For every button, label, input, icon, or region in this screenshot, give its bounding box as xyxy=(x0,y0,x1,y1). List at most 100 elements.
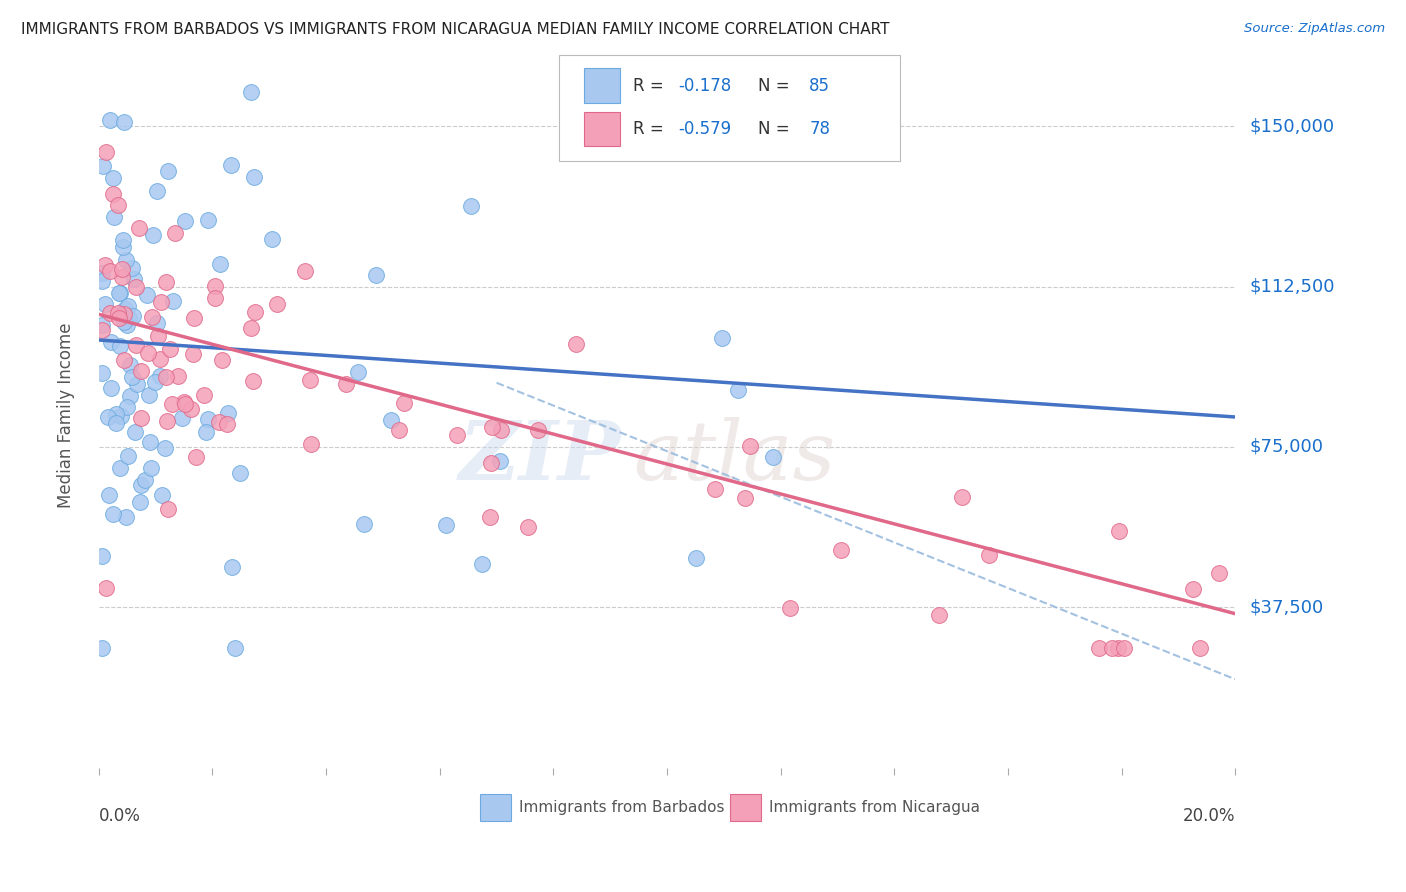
Point xyxy=(186,450,208,465)
Point xyxy=(170,411,193,425)
Point xyxy=(108,339,131,353)
Point xyxy=(122,272,145,286)
Point xyxy=(239,321,262,335)
Text: $150,000: $150,000 xyxy=(1250,117,1334,136)
Point xyxy=(108,461,131,475)
Point xyxy=(103,210,125,224)
Bar xyxy=(730,794,762,821)
Point xyxy=(149,368,172,383)
Point xyxy=(149,295,172,310)
Point xyxy=(110,409,132,424)
Point xyxy=(703,482,725,496)
Point xyxy=(114,301,136,316)
Point xyxy=(129,411,152,425)
Point xyxy=(294,264,316,278)
Point xyxy=(104,407,127,421)
Point xyxy=(128,221,150,235)
Y-axis label: Median Family Income: Median Family Income xyxy=(58,322,75,508)
Point xyxy=(141,310,163,325)
Point xyxy=(762,450,785,464)
Point xyxy=(471,557,494,571)
Point xyxy=(146,328,169,343)
Point xyxy=(1101,640,1123,655)
Point xyxy=(478,509,501,524)
Point xyxy=(734,491,756,505)
Point xyxy=(91,159,114,173)
Point xyxy=(229,467,252,481)
Point xyxy=(197,412,219,426)
Point xyxy=(163,227,186,241)
Point xyxy=(145,184,167,198)
Point xyxy=(262,232,284,246)
Point xyxy=(100,381,122,395)
Point xyxy=(173,394,195,409)
Point xyxy=(98,264,121,278)
Point xyxy=(142,227,165,242)
Point xyxy=(107,306,129,320)
Point xyxy=(91,266,114,280)
FancyBboxPatch shape xyxy=(560,55,900,161)
Point xyxy=(138,388,160,402)
Point xyxy=(117,449,139,463)
Point xyxy=(115,510,138,524)
Point xyxy=(101,171,124,186)
Point xyxy=(111,269,134,284)
Point xyxy=(392,395,415,409)
Point xyxy=(125,280,148,294)
Point xyxy=(446,428,468,442)
Point xyxy=(527,423,550,437)
Point xyxy=(183,310,205,325)
Point xyxy=(565,337,588,351)
Text: 20.0%: 20.0% xyxy=(1182,806,1236,824)
Text: 85: 85 xyxy=(810,77,830,95)
Point xyxy=(121,309,143,323)
Point xyxy=(1181,582,1204,596)
Point xyxy=(240,85,263,99)
Text: Source: ZipAtlas.com: Source: ZipAtlas.com xyxy=(1244,22,1385,36)
Text: IMMIGRANTS FROM BARBADOS VS IMMIGRANTS FROM NICARAGUA MEDIAN FAMILY INCOME CORRE: IMMIGRANTS FROM BARBADOS VS IMMIGRANTS F… xyxy=(21,22,890,37)
Bar xyxy=(583,69,620,103)
Point xyxy=(117,299,139,313)
Point xyxy=(108,285,131,300)
Point xyxy=(434,517,457,532)
Point xyxy=(299,437,322,451)
Point xyxy=(299,372,322,386)
Point xyxy=(98,113,121,128)
Point xyxy=(104,417,127,431)
Point xyxy=(155,415,177,429)
Point xyxy=(207,416,229,430)
Point xyxy=(928,607,950,622)
Point xyxy=(727,384,749,398)
Point xyxy=(710,331,733,345)
Point xyxy=(98,306,121,320)
Point xyxy=(1087,640,1109,655)
Point xyxy=(120,389,142,403)
Point xyxy=(136,346,159,360)
Point xyxy=(111,261,134,276)
Point xyxy=(139,434,162,449)
Point xyxy=(830,543,852,558)
Point xyxy=(146,317,169,331)
Point xyxy=(101,187,124,202)
Point xyxy=(107,285,129,300)
Point xyxy=(94,145,117,159)
Text: R =: R = xyxy=(633,120,669,138)
Point xyxy=(173,213,195,227)
Text: -0.579: -0.579 xyxy=(679,120,731,138)
Point xyxy=(516,519,538,533)
Text: atlas: atlas xyxy=(633,417,835,497)
Point xyxy=(950,490,973,504)
Point xyxy=(97,410,120,425)
Point xyxy=(91,640,114,655)
Point xyxy=(197,213,219,227)
Point xyxy=(346,365,368,379)
Point xyxy=(149,352,172,367)
Text: 78: 78 xyxy=(810,120,830,138)
Point xyxy=(127,376,149,391)
Point xyxy=(479,457,502,471)
Point xyxy=(90,366,112,380)
Point xyxy=(243,170,266,185)
Point xyxy=(156,502,179,516)
Point xyxy=(204,279,226,293)
Point xyxy=(159,342,181,356)
